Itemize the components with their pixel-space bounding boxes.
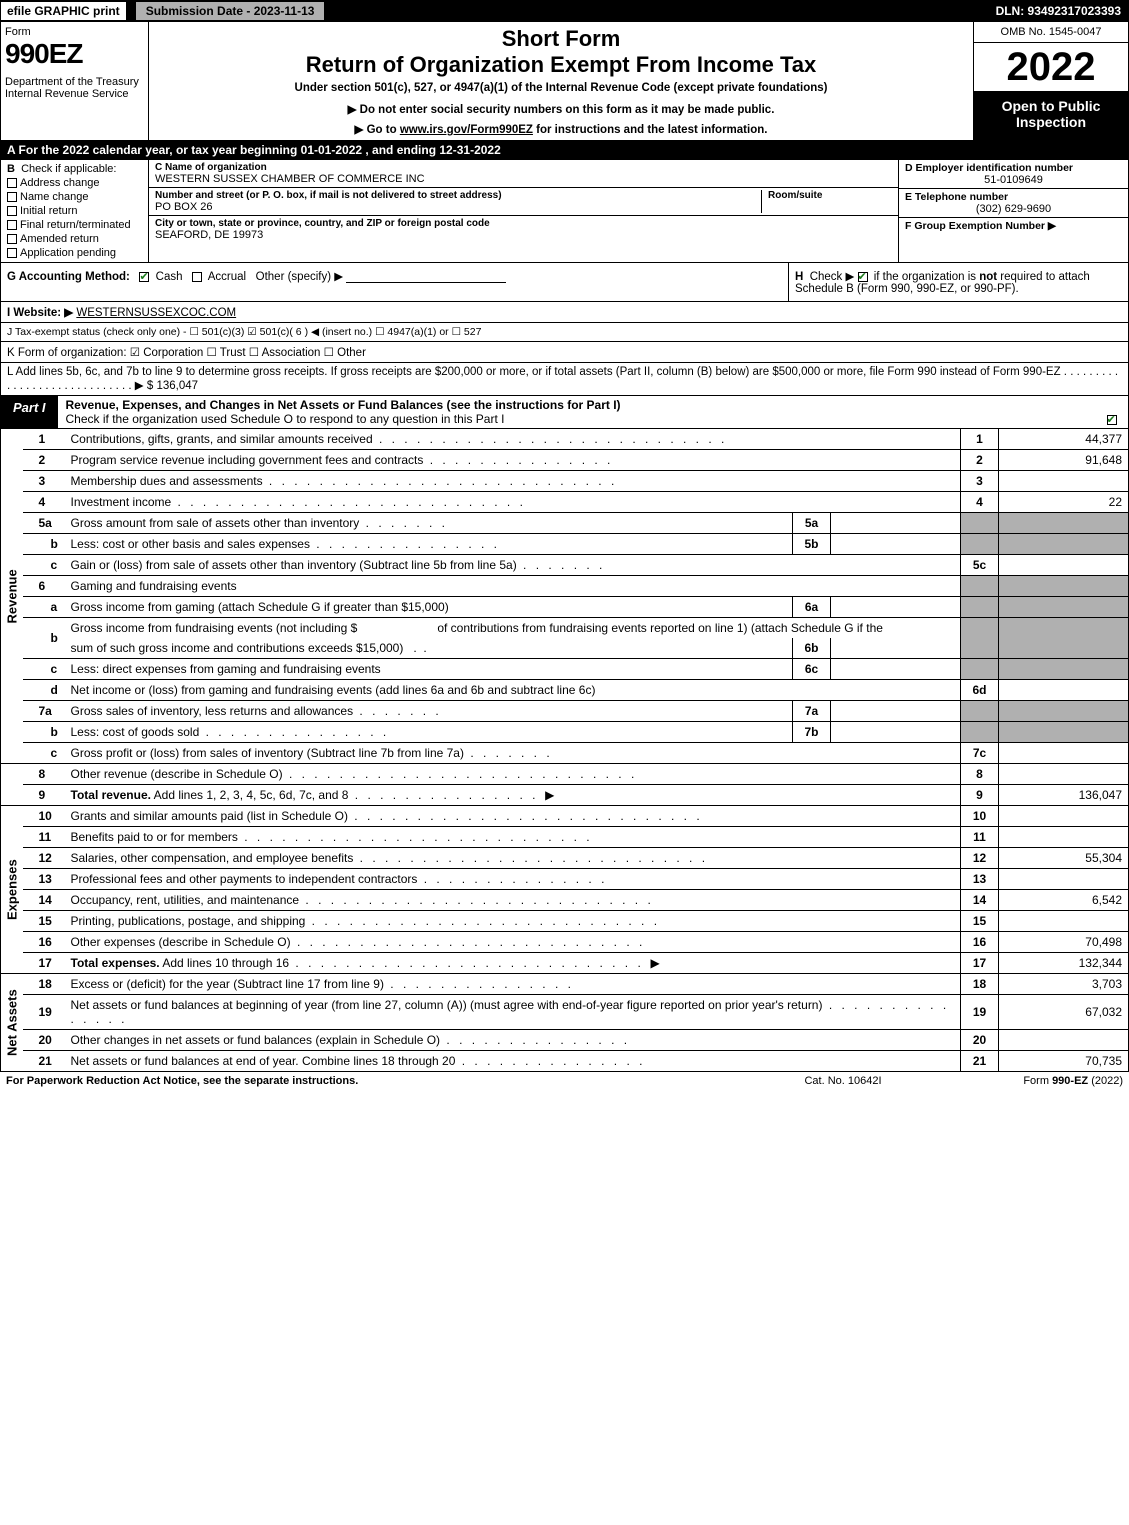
vlabel-revenue: Revenue xyxy=(1,429,23,764)
val-8 xyxy=(999,764,1129,785)
val-7c xyxy=(999,743,1129,764)
val-2: 91,648 xyxy=(999,450,1129,471)
val-7a xyxy=(831,701,961,722)
chk-initial-return[interactable] xyxy=(7,206,17,216)
phone-value: (302) 629-9690 xyxy=(905,203,1122,215)
val-15 xyxy=(999,911,1129,932)
chk-amended[interactable] xyxy=(7,234,17,244)
val-5b xyxy=(831,534,961,555)
c-room-label: Room/suite xyxy=(768,190,892,201)
c-street-label: Number and street (or P. O. box, if mail… xyxy=(155,190,755,201)
chk-schedule-o[interactable] xyxy=(1107,415,1117,425)
vlabel-netassets: Net Assets xyxy=(1,974,23,1072)
header-right: OMB No. 1545-0047 2022 Open to Public In… xyxy=(973,22,1128,140)
column-b-checkboxes: B Check if applicable: Address change Na… xyxy=(1,160,149,262)
row-gh: G Accounting Method: Cash Accrual Other … xyxy=(0,263,1129,302)
val-14: 6,542 xyxy=(999,890,1129,911)
val-10 xyxy=(999,806,1129,827)
row-l-gross-receipts: L Add lines 5b, 6c, and 7b to line 9 to … xyxy=(0,363,1129,396)
dln-text: DLN: 93492317023393 xyxy=(996,4,1129,18)
irs-label: Internal Revenue Service xyxy=(5,88,144,100)
val-11 xyxy=(999,827,1129,848)
val-19: 67,032 xyxy=(999,995,1129,1030)
val-6a xyxy=(831,597,961,618)
val-3 xyxy=(999,471,1129,492)
topbar: efile GRAPHIC print Submission Date - 20… xyxy=(0,0,1129,22)
part1-title: Revenue, Expenses, and Changes in Net As… xyxy=(58,396,1098,428)
tax-year: 2022 xyxy=(974,43,1128,92)
val-20 xyxy=(999,1030,1129,1051)
org-street: PO BOX 26 xyxy=(155,201,755,213)
chk-schedule-b[interactable] xyxy=(858,272,868,282)
e-phone-label: E Telephone number xyxy=(905,191,1122,203)
val-1: 44,377 xyxy=(999,429,1129,450)
subtitle-ssn-warning: ▶ Do not enter social security numbers o… xyxy=(157,102,965,116)
b-title: B Check if applicable: xyxy=(7,163,142,175)
h-schedule-b: H Check ▶ if the organization is not req… xyxy=(788,263,1128,301)
val-6c xyxy=(831,659,961,680)
val-12: 55,304 xyxy=(999,848,1129,869)
title-short-form: Short Form xyxy=(157,26,965,52)
f-group-label: F Group Exemption Number ▶ xyxy=(905,220,1122,232)
form-number: 990EZ xyxy=(5,38,144,70)
val-4: 22 xyxy=(999,492,1129,513)
form-header: Form 990EZ Department of the Treasury In… xyxy=(0,22,1129,141)
part1-tab: Part I xyxy=(1,396,58,428)
chk-name-change[interactable] xyxy=(7,192,17,202)
row-i-website: I Website: ▶ WESTERNSUSSEXCOC.COM xyxy=(0,302,1129,323)
efile-button[interactable]: efile GRAPHIC print xyxy=(0,1,127,21)
c-city-label: City or town, state or province, country… xyxy=(155,218,892,229)
val-13 xyxy=(999,869,1129,890)
val-17: 132,344 xyxy=(999,953,1129,974)
g-accounting: G Accounting Method: Cash Accrual Other … xyxy=(1,263,788,301)
val-5c xyxy=(999,555,1129,576)
row-j-tax-exempt: J Tax-exempt status (check only one) - ☐… xyxy=(0,323,1129,342)
subtitle-under-section: Under section 501(c), 527, or 4947(a)(1)… xyxy=(157,82,965,94)
vlabel-expenses: Expenses xyxy=(1,806,23,974)
chk-application-pending[interactable] xyxy=(7,248,17,258)
row-k-form-org: K Form of organization: ☑ Corporation ☐ … xyxy=(0,342,1129,363)
submission-date-button[interactable]: Submission Date - 2023-11-13 xyxy=(135,1,326,21)
row-a-calendar-year: A For the 2022 calendar year, or tax yea… xyxy=(0,141,1129,160)
column-d: D Employer identification number 51-0109… xyxy=(898,160,1128,262)
c-name-label: C Name of organization xyxy=(155,162,892,173)
dept-treasury: Department of the Treasury xyxy=(5,76,144,88)
footer-formref: Form 990-EZ (2022) xyxy=(943,1075,1123,1087)
header-left: Form 990EZ Department of the Treasury In… xyxy=(1,22,149,140)
title-return: Return of Organization Exempt From Incom… xyxy=(157,52,965,78)
chk-final-return[interactable] xyxy=(7,220,17,230)
val-18: 3,703 xyxy=(999,974,1129,995)
chk-accrual[interactable] xyxy=(192,272,202,282)
page-footer: For Paperwork Reduction Act Notice, see … xyxy=(0,1072,1129,1090)
website-value: WESTERNSUSSEXCOC.COM xyxy=(76,307,236,319)
val-6b xyxy=(831,638,961,659)
chk-address-change[interactable] xyxy=(7,178,17,188)
open-public-inspection: Open to Public Inspection xyxy=(974,92,1128,140)
chk-cash[interactable] xyxy=(139,272,149,282)
section-bcd: B Check if applicable: Address change Na… xyxy=(0,160,1129,263)
gross-receipts-value: 136,047 xyxy=(156,380,198,392)
val-16: 70,498 xyxy=(999,932,1129,953)
form-word: Form xyxy=(5,26,144,38)
header-center: Short Form Return of Organization Exempt… xyxy=(149,22,973,140)
column-c-org: C Name of organization WESTERN SUSSEX CH… xyxy=(149,160,898,262)
footer-paperwork: For Paperwork Reduction Act Notice, see … xyxy=(6,1075,743,1087)
omb-number: OMB No. 1545-0047 xyxy=(974,22,1128,43)
val-6d xyxy=(999,680,1129,701)
val-21: 70,735 xyxy=(999,1051,1129,1072)
d-ein-label: D Employer identification number xyxy=(905,162,1122,174)
org-name: WESTERN SUSSEX CHAMBER OF COMMERCE INC xyxy=(155,173,892,185)
footer-catno: Cat. No. 10642I xyxy=(743,1075,943,1087)
part1-header: Part I Revenue, Expenses, and Changes in… xyxy=(0,396,1129,429)
ein-value: 51-0109649 xyxy=(905,174,1122,186)
part1-table: Revenue 1 Contributions, gifts, grants, … xyxy=(0,429,1129,1072)
part1-check xyxy=(1098,396,1128,428)
val-9: 136,047 xyxy=(999,785,1129,806)
subtitle-goto: ▶ Go to www.irs.gov/Form990EZ for instru… xyxy=(157,122,965,136)
irs-link[interactable]: www.irs.gov/Form990EZ xyxy=(400,124,533,136)
val-7b xyxy=(831,722,961,743)
org-city: SEAFORD, DE 19973 xyxy=(155,229,892,241)
val-5a xyxy=(831,513,961,534)
